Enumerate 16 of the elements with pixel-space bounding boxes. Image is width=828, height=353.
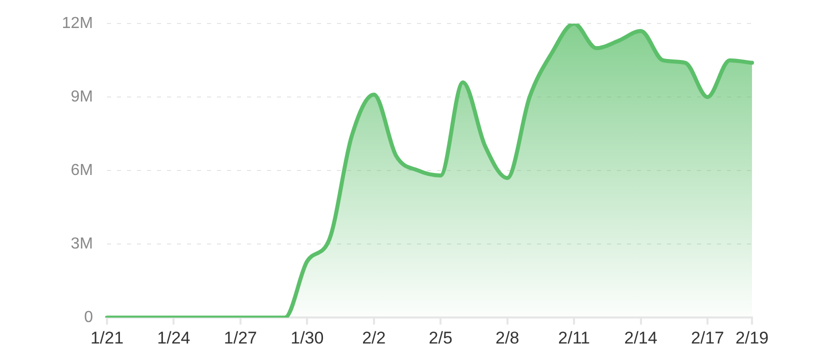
x-tick-label: 2/8 bbox=[496, 328, 520, 348]
x-tick-label: 1/21 bbox=[90, 328, 124, 348]
y-tick-label: 3M bbox=[70, 236, 93, 253]
x-tick-label: 2/17 bbox=[690, 328, 724, 348]
x-tick-label: 2/11 bbox=[558, 328, 590, 348]
x-tick-label: 2/14 bbox=[624, 328, 658, 348]
x-tick-label: 2/19 bbox=[735, 328, 769, 348]
x-tick-label: 2/2 bbox=[362, 328, 386, 348]
x-tick-label: 1/30 bbox=[290, 328, 324, 348]
y-tick-label: 6M bbox=[70, 162, 93, 180]
y-tick-label: 0 bbox=[84, 309, 94, 326]
x-tick-label: 1/27 bbox=[224, 328, 257, 348]
x-tick-label: 2/5 bbox=[428, 328, 452, 348]
y-tick-label: 12M bbox=[62, 15, 93, 32]
y-tick-label: 9M bbox=[70, 88, 93, 106]
x-tick-label: 1/24 bbox=[157, 328, 190, 348]
